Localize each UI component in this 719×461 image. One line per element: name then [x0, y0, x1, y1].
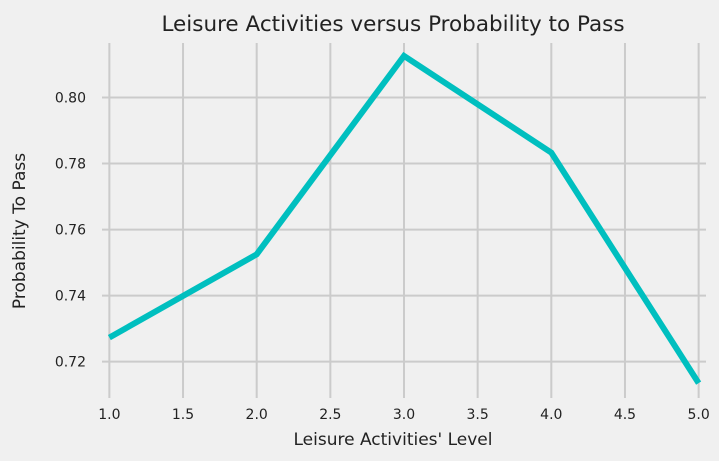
series-line [107, 51, 702, 385]
data-point [696, 380, 702, 386]
x-tick-label: 4.0 [540, 407, 562, 423]
y-tick-label: 0.76 [55, 223, 86, 239]
x-tick-label: 5.0 [688, 407, 710, 423]
x-tick-label: 1.5 [172, 407, 194, 423]
y-axis-label: Probability To Pass [10, 153, 30, 309]
x-tick-label: 3.0 [393, 407, 415, 423]
x-axis-label: Leisure Activities' Level [294, 430, 493, 450]
x-tick-label: 1.0 [98, 407, 120, 423]
x-tick-label: 2.5 [319, 407, 341, 423]
tick-labels: 1.0 1.5 2.0 2.5 3.0 3.5 4.0 4.5 5.0 0.72 0.74 0.76 0… [55, 90, 710, 423]
x-tick-label: 3.5 [467, 407, 489, 423]
grid [102, 43, 706, 398]
x-tick-label: 2.0 [246, 407, 268, 423]
series-lines [106, 51, 702, 386]
x-tick-label: 4.5 [614, 407, 636, 423]
y-tick-label: 0.74 [55, 289, 86, 305]
y-tick-label: 0.72 [55, 355, 86, 371]
data-point [254, 251, 260, 257]
data-point [106, 335, 112, 341]
data-point [401, 53, 407, 59]
y-tick-label: 0.80 [55, 90, 86, 106]
chart-title: Leisure Activities versus Probability to… [161, 12, 624, 37]
data-point [548, 150, 554, 156]
y-tick-label: 0.78 [55, 157, 86, 173]
